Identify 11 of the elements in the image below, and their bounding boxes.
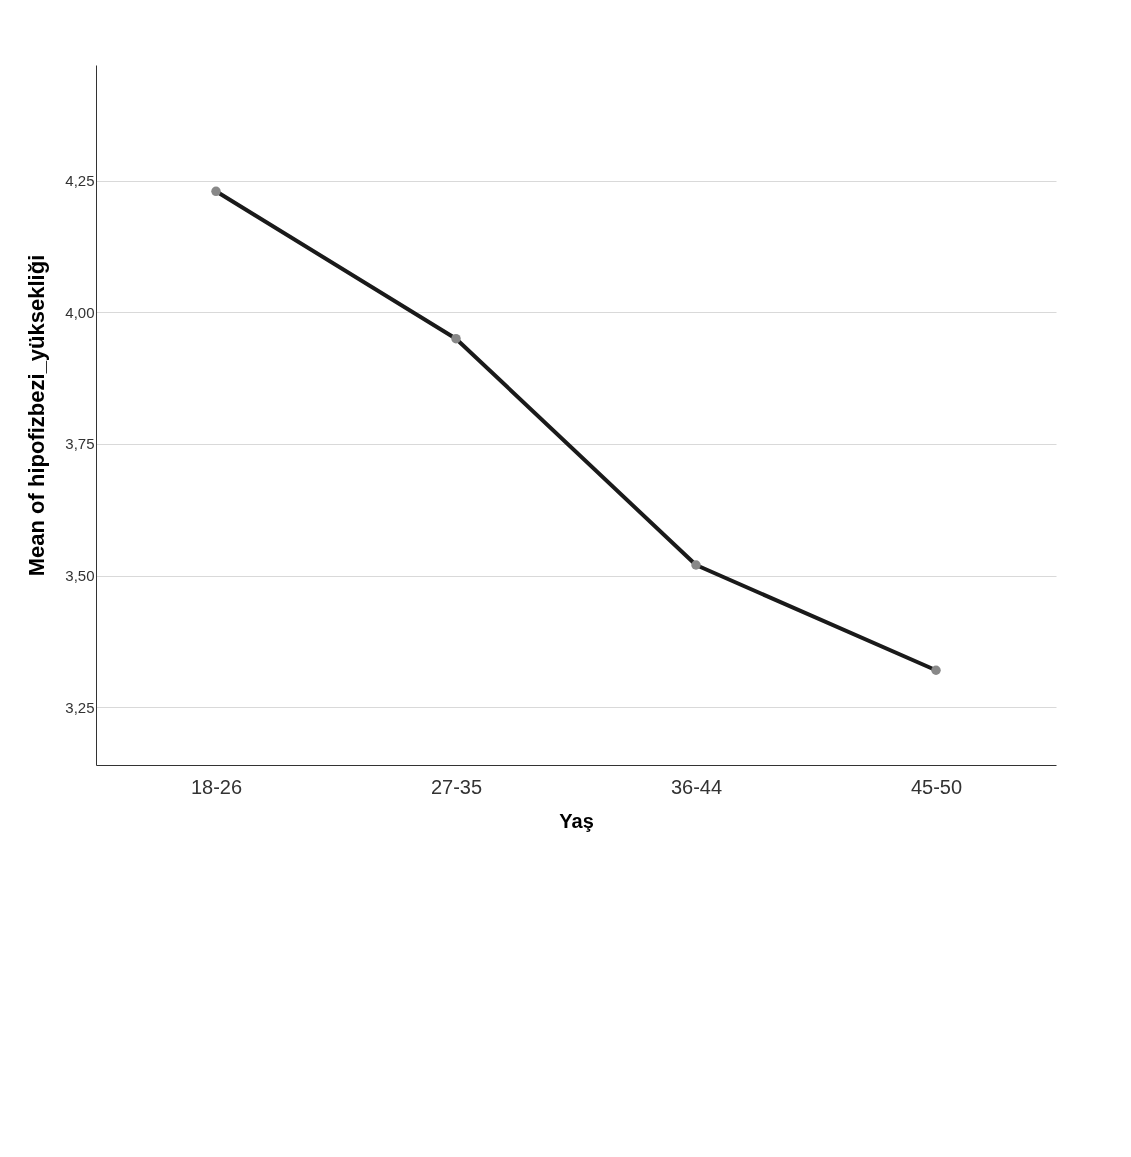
y-tick-label: 3,25 — [65, 698, 95, 716]
y-axis-title: Mean of hipofizbezi_yüksekliği — [24, 254, 50, 577]
x-tick-label: 18-26 — [190, 775, 243, 798]
x-tick-label: 45-50 — [910, 775, 963, 798]
x-tick-label: 36-44 — [670, 775, 723, 798]
y-tick-label: 3,50 — [65, 567, 95, 585]
x-tick-label: 27-35 — [430, 775, 483, 798]
y-tick-label: 4,00 — [65, 303, 95, 321]
y-tick-label: 4,25 — [65, 172, 95, 190]
x-axis-title: Yaş — [559, 809, 594, 832]
y-tick-label: 3,75 — [65, 435, 95, 453]
